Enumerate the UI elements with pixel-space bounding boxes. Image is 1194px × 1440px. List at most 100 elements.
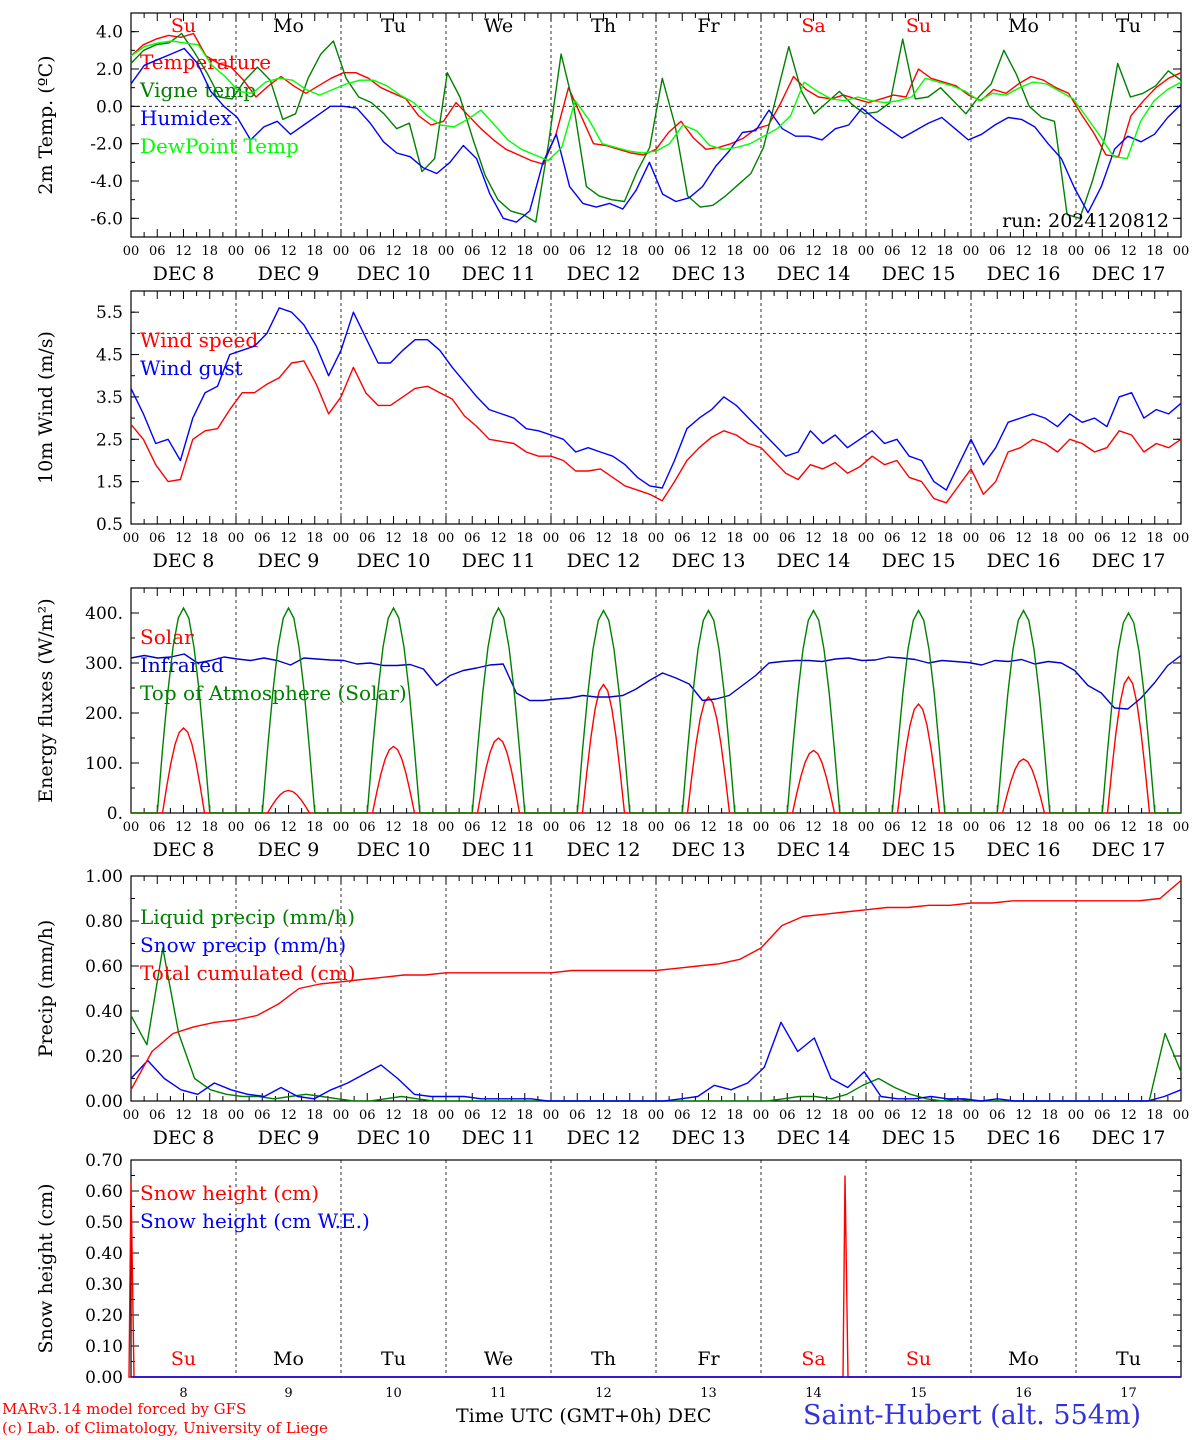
y-tick-label: 0.50 (85, 1213, 123, 1233)
y-tick-label: 5.5 (96, 303, 123, 323)
hour-tick-label: 18 (726, 1108, 743, 1123)
date-label: DEC 13 (672, 839, 746, 861)
hour-tick-label: 18 (1041, 820, 1058, 835)
date-label: DEC 10 (357, 550, 431, 572)
hour-tick-label: 18 (831, 820, 848, 835)
hour-tick-label: 06 (674, 531, 691, 546)
panel-3-x-axis: 00 06 12 18 DEC 8 00 06 12 18 DEC 9 00 06 12 18 DEC 10… (123, 588, 1189, 861)
panel-5: 0.70 0.60 0.50 0.40 0.30 0.20 0.10 0.00 Snow hei… (35, 1151, 1182, 1401)
y-tick-label: 0.40 (85, 1244, 123, 1264)
panel-3: 00 06 12 18 DEC 8 00 06 12 18 DEC 9 00 06 12 18 DEC 10… (35, 587, 1189, 861)
hour-tick-label: 06 (149, 820, 166, 835)
lab-credit: (c) Lab. of Climatology, University of L… (2, 1419, 328, 1437)
hour-tick-label: 06 (989, 531, 1006, 546)
day-number-label: 10 (385, 1386, 402, 1401)
hour-tick-label: 18 (1041, 531, 1058, 546)
hour-tick-label: 00 (753, 531, 770, 546)
hour-tick-label: 06 (989, 820, 1006, 835)
day-number-label: 14 (805, 1386, 822, 1401)
hour-tick-label: 12 (700, 531, 717, 546)
hour-tick-label: 06 (779, 244, 796, 259)
hour-tick-label: 06 (464, 531, 481, 546)
hour-tick-label: 00 (858, 820, 875, 835)
hour-tick-label: 00 (753, 1108, 770, 1123)
legend-entry: Solar (140, 625, 194, 649)
hour-tick-label: 18 (831, 1108, 848, 1123)
weekday-label: Th (591, 15, 616, 37)
series-wind-speed (130, 360, 1182, 504)
hour-tick-label: 12 (175, 244, 192, 259)
hour-tick-label: 18 (516, 531, 533, 546)
y-tick-label: 0. (107, 804, 123, 824)
hour-tick-label: 00 (123, 1108, 140, 1123)
date-label: DEC 15 (882, 839, 956, 861)
hour-tick-label: 12 (1015, 1108, 1032, 1123)
hour-tick-label: 00 (1173, 244, 1190, 259)
hour-tick-label: 00 (1068, 531, 1085, 546)
y-tick-label: 0.40 (85, 1002, 123, 1022)
hour-tick-label: 12 (280, 244, 297, 259)
weekday-label: Mo (273, 1348, 304, 1370)
hour-tick-label: 00 (1068, 1108, 1085, 1123)
hour-tick-label: 12 (595, 244, 612, 259)
panel-2-x-axis: 00 06 12 18 DEC 8 00 06 12 18 DEC 9 00 06 12 18 DEC 10… (123, 291, 1189, 572)
plot-frame (130, 12, 1182, 238)
hour-tick-label: 12 (910, 531, 927, 546)
legend-entry: Vigne temp (139, 78, 256, 102)
weekday-label: Mo (1008, 15, 1039, 37)
hour-tick-label: 00 (543, 244, 560, 259)
run-label: run: 2024120812 (1002, 210, 1169, 232)
series-temperature (130, 32, 1182, 165)
hour-tick-label: 06 (149, 244, 166, 259)
date-label: DEC 15 (882, 263, 956, 285)
hour-tick-label: 00 (543, 820, 560, 835)
hour-tick-label: 12 (595, 820, 612, 835)
date-label: DEC 9 (258, 839, 320, 861)
hour-tick-label: 06 (359, 244, 376, 259)
y-axis-title: 10m Wind (m/s) (35, 331, 57, 484)
weekday-label: Tu (381, 1348, 406, 1370)
hour-tick-label: 06 (569, 820, 586, 835)
hour-tick-label: 00 (438, 1108, 455, 1123)
day-number-label: 9 (284, 1386, 292, 1401)
hour-tick-label: 00 (333, 820, 350, 835)
y-axis-title: Energy fluxes (W/m²) (35, 598, 57, 802)
hour-tick-label: 00 (438, 244, 455, 259)
panel-2: 00 06 12 18 DEC 8 00 06 12 18 DEC 9 00 06 12 18 DEC 10… (35, 290, 1189, 572)
hour-tick-label: 12 (175, 1108, 192, 1123)
y-tick-label: 4.5 (96, 346, 123, 366)
date-label: DEC 14 (777, 263, 851, 285)
date-label: DEC 14 (777, 1127, 851, 1149)
series-wind-gust (130, 307, 1182, 491)
date-label: DEC 10 (357, 1127, 431, 1149)
hour-tick-label: 18 (201, 1108, 218, 1123)
y-tick-label: 0.70 (85, 1151, 123, 1171)
hour-tick-label: 18 (1146, 1108, 1163, 1123)
hour-tick-label: 12 (490, 531, 507, 546)
hour-tick-label: 06 (569, 1108, 586, 1123)
hour-tick-label: 18 (936, 531, 953, 546)
date-label: DEC 12 (567, 1127, 641, 1149)
panel-4: 00 06 12 18 DEC 8 00 06 12 18 DEC 9 00 06 12 18 DEC 10… (35, 867, 1189, 1149)
date-label: DEC 15 (882, 1127, 956, 1149)
hour-tick-label: 00 (1068, 244, 1085, 259)
hour-tick-label: 12 (805, 531, 822, 546)
date-label: DEC 9 (258, 1127, 320, 1149)
y-tick-label: 200. (85, 704, 123, 724)
hour-tick-label: 06 (359, 820, 376, 835)
y-tick-label: 100. (85, 754, 123, 774)
date-label: DEC 10 (357, 839, 431, 861)
hour-tick-label: 06 (674, 1108, 691, 1123)
hour-tick-label: 00 (858, 531, 875, 546)
series-snow-precip-mm-h (130, 1021, 1182, 1102)
date-label: DEC 14 (777, 550, 851, 572)
y-axis-title: Precip (mm/h) (35, 920, 57, 1058)
hour-tick-label: 18 (411, 1108, 428, 1123)
y-tick-label: 0.10 (85, 1337, 123, 1357)
hour-tick-label: 12 (385, 531, 402, 546)
legend-entry: Humidex (140, 106, 232, 130)
hour-tick-label: 00 (753, 820, 770, 835)
hour-tick-label: 18 (1146, 820, 1163, 835)
series-top-of-atmosphere-solar (131, 606, 1181, 814)
y-tick-label: 0.00 (85, 1092, 123, 1112)
